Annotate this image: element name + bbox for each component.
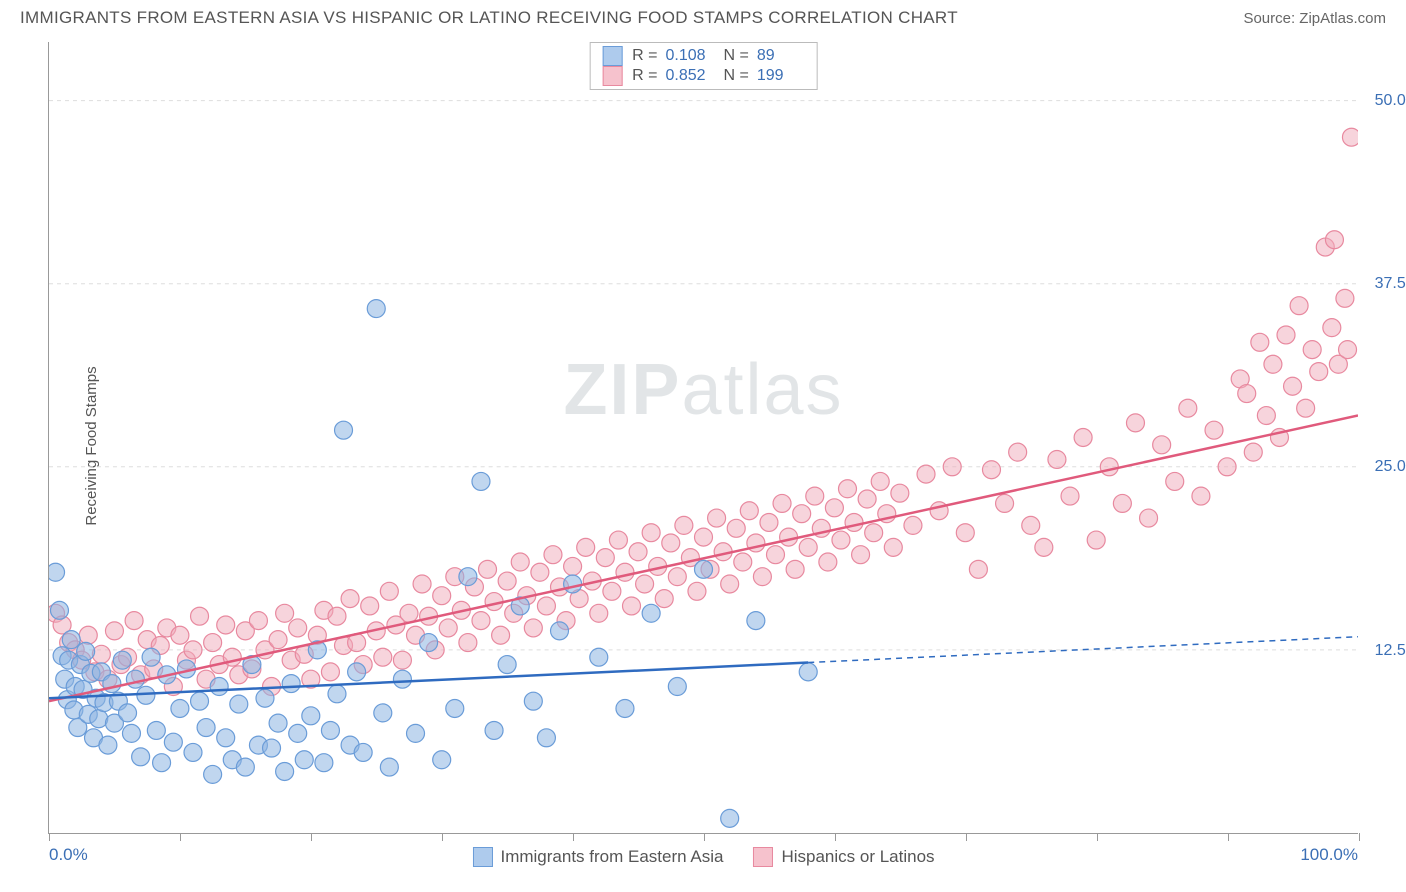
x-tick [1359, 833, 1360, 841]
x-tick [1097, 833, 1098, 841]
x-max-label: 100.0% [1300, 845, 1358, 865]
x-tick [966, 833, 967, 841]
x-tick [49, 833, 50, 841]
chart-area: ZIPatlas R = 0.108 N = 89 R = 0.852 N = … [48, 42, 1358, 834]
legend-row: R = 0.108 N = 89 [602, 46, 805, 66]
r-value: 0.852 [666, 67, 714, 85]
n-value: 199 [757, 67, 805, 85]
y-tick-label: 12.5% [1375, 642, 1406, 660]
scatter-plot [49, 42, 1358, 833]
r-value: 0.108 [666, 47, 714, 65]
x-tick [573, 833, 574, 841]
n-value: 89 [757, 47, 805, 65]
n-label: N = [724, 47, 749, 65]
swatch-icon [602, 66, 622, 86]
y-tick-label: 25.0% [1375, 458, 1406, 476]
x-tick [835, 833, 836, 841]
r-label: R = [632, 47, 657, 65]
x-tick [1228, 833, 1229, 841]
legend-item: Immigrants from Eastern Asia [472, 847, 723, 867]
y-tick-label: 50.0% [1375, 92, 1406, 110]
swatch-icon [602, 46, 622, 66]
legend-label: Immigrants from Eastern Asia [500, 847, 723, 867]
x-min-label: 0.0% [49, 845, 88, 865]
y-tick-label: 37.5% [1375, 275, 1406, 293]
x-tick [704, 833, 705, 841]
r-label: R = [632, 67, 657, 85]
swatch-icon [472, 847, 492, 867]
chart-title: IMMIGRANTS FROM EASTERN ASIA VS HISPANIC… [20, 8, 958, 28]
x-tick [180, 833, 181, 841]
n-label: N = [724, 67, 749, 85]
source-label: Source: ZipAtlas.com [1243, 10, 1386, 27]
x-tick [442, 833, 443, 841]
legend-label: Hispanics or Latinos [781, 847, 934, 867]
correlation-legend: R = 0.108 N = 89 R = 0.852 N = 199 [589, 42, 818, 90]
swatch-icon [753, 847, 773, 867]
legend-row: R = 0.852 N = 199 [602, 66, 805, 86]
legend-item: Hispanics or Latinos [753, 847, 934, 867]
series-legend: Immigrants from Eastern Asia Hispanics o… [472, 847, 934, 867]
x-tick [311, 833, 312, 841]
